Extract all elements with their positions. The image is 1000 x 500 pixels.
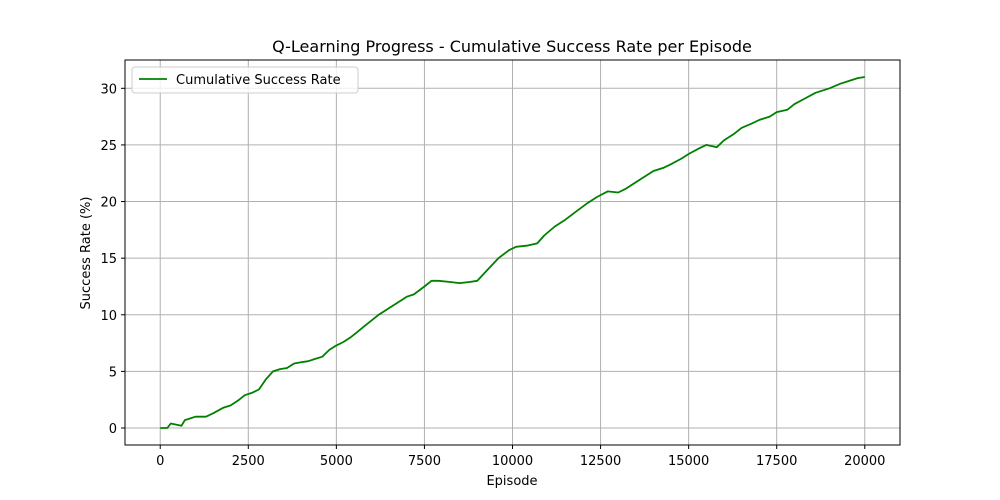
x-tick-label: 15000 [668,454,709,469]
series-line [160,76,865,429]
y-axis-ticks: 0 5 10 15 20 25 30 [100,82,125,437]
y-axis-label: Success Rate (%) [79,197,94,310]
x-axis-ticks: 0 2500 5000 7500 10000 12500 15000 17500 20000 [156,445,885,469]
y-tick-label: 0 [109,422,117,437]
x-tick-label: 12500 [580,454,621,469]
y-tick-label: 10 [100,309,117,324]
y-tick-label: 25 [100,139,117,154]
x-tick-label: 20000 [844,454,885,469]
legend-label: Cumulative Success Rate [176,73,341,88]
x-tick-label: 10000 [492,454,533,469]
x-tick-label: 0 [156,454,164,469]
series-layer [160,76,865,429]
x-tick-label: 17500 [756,454,797,469]
y-tick-label: 5 [109,365,117,380]
grid-lines [125,60,900,445]
y-tick-label: 15 [100,252,117,267]
x-axis-label: Episode [486,474,537,489]
legend: Cumulative Success Rate [131,66,359,94]
legend-box [131,66,359,94]
y-tick-label: 30 [100,82,117,97]
y-tick-label: 20 [100,196,117,211]
x-tick-label: 2500 [232,454,265,469]
x-tick-label: 5000 [320,454,353,469]
chart-title: Q-Learning Progress - Cumulative Success… [272,37,752,56]
x-tick-label: 7500 [408,454,441,469]
